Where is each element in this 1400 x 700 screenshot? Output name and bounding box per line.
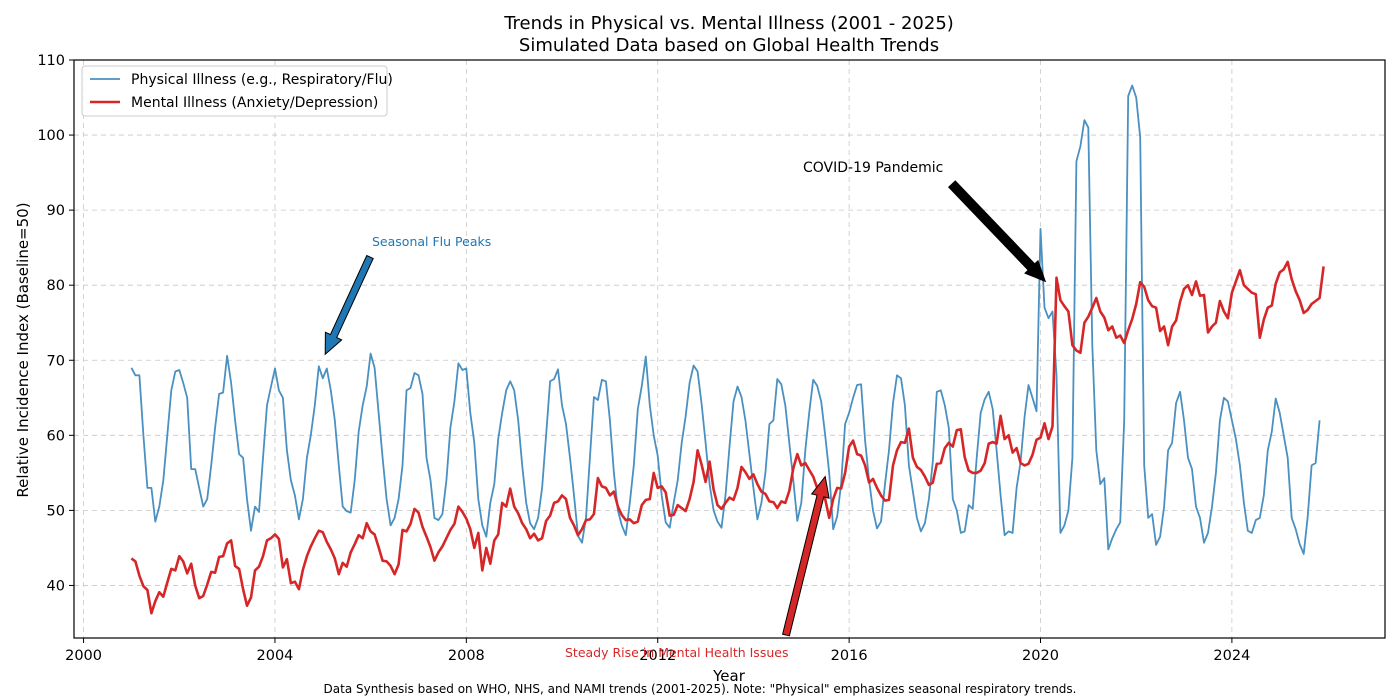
- annotations: Seasonal Flu Peaks COVID-19 Pandemic Stead…: [324, 160, 1047, 660]
- legend-label-physical: Physical Illness (e.g., Respiratory/Flu): [131, 72, 393, 88]
- x-tick-label: 2016: [831, 648, 868, 664]
- annotation-seasonal-flu-arrow: [324, 254, 374, 356]
- legend-label-mental: Mental Illness (Anxiety/Depression): [131, 95, 378, 111]
- annotation-mental-rise-text: Steady Rise in Mental Health Issues: [565, 645, 788, 660]
- annotation-mental-rise-arrow: [781, 475, 830, 637]
- y-axis-label: Relative Incidence Index (Baseline=50): [14, 202, 32, 497]
- series-physical-illness: [130, 84, 1321, 555]
- y-tick-label: 60: [47, 428, 65, 444]
- x-tick-label: 2020: [1022, 648, 1059, 664]
- y-tick-label: 100: [37, 128, 65, 144]
- y-tick-label: 40: [47, 578, 65, 594]
- axis-ticks: 2000 2004 2008 2012 2016 2020 2024 40 50 60 70 80 90…: [37, 53, 1250, 664]
- annotation-seasonal-flu-text: Seasonal Flu Peaks: [372, 234, 491, 249]
- chart-title: Trends in Physical vs. Mental Illness (2…: [503, 13, 954, 34]
- grid: [74, 59, 1385, 638]
- x-tick-label: 2024: [1213, 648, 1250, 664]
- chart-subtitle: Simulated Data based on Global Health Tr…: [519, 35, 939, 56]
- x-tick-label: 2008: [448, 648, 485, 664]
- y-tick-label: 90: [47, 203, 65, 219]
- y-tick-label: 50: [47, 503, 65, 519]
- y-tick-label: 110: [37, 53, 65, 69]
- y-tick-label: 80: [47, 278, 65, 294]
- x-tick-label: 2000: [65, 648, 102, 664]
- annotation-covid-arrow: [947, 180, 1047, 283]
- annotation-covid-text: COVID-19 Pandemic: [803, 160, 943, 176]
- legend-box: [81, 65, 388, 117]
- plot-frame: [73, 59, 1386, 639]
- y-tick-label: 70: [47, 353, 65, 369]
- series-mental-illness: [130, 260, 1325, 615]
- footnote: Data Synthesis based on WHO, NHS, and NA…: [324, 682, 1077, 696]
- x-axis-label: Year: [712, 667, 746, 685]
- x-tick-label: 2004: [257, 648, 294, 664]
- series-layer: [130, 84, 1325, 615]
- x-tick-label: 2012: [639, 648, 676, 664]
- legend: Physical Illness (e.g., Respiratory/Flu)…: [81, 65, 393, 117]
